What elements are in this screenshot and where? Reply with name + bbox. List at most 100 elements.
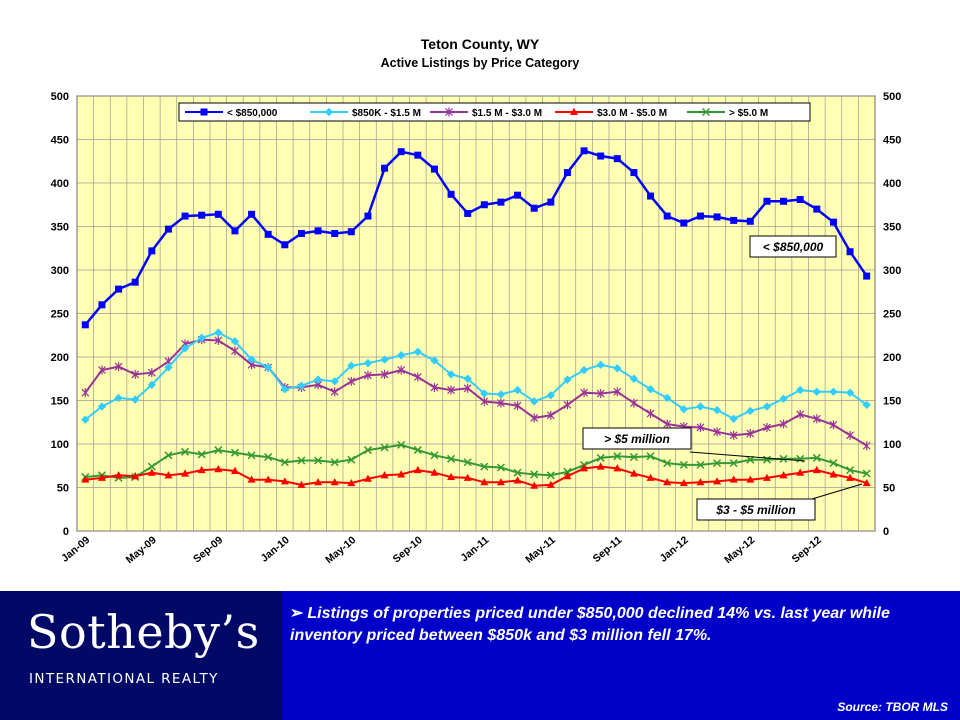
data-point — [779, 419, 788, 429]
data-point — [413, 465, 422, 474]
data-point — [231, 227, 239, 235]
data-point — [480, 462, 489, 471]
data-point — [214, 465, 223, 473]
data-point — [297, 456, 306, 465]
data-point — [430, 451, 439, 460]
data-point — [81, 415, 90, 424]
y-tick-label-right: 450 — [883, 135, 901, 147]
data-point — [480, 201, 488, 209]
y-tick-label-right: 250 — [883, 309, 901, 321]
data-point — [314, 478, 323, 486]
data-point — [795, 385, 805, 395]
data-point — [114, 393, 123, 403]
data-point — [380, 471, 389, 479]
data-point — [630, 169, 638, 177]
data-point — [696, 402, 705, 411]
data-point — [447, 385, 455, 395]
legend-item: $3.0 M - $5.0 M — [555, 107, 667, 119]
data-point — [712, 405, 722, 415]
data-point — [297, 381, 306, 390]
data-point — [430, 382, 439, 392]
data-point — [214, 328, 223, 337]
summary-note-text: Listings of properties priced under $850… — [290, 605, 890, 644]
y-tick-label-left: 450 — [51, 135, 69, 147]
listings-chart: Teton County, WY Active Listings by Pric… — [51, 36, 902, 566]
y-tick-label-left: 200 — [51, 352, 69, 364]
y-tick-label-left: 300 — [51, 265, 69, 277]
series-3 — [81, 462, 871, 489]
data-point — [563, 471, 572, 480]
x-tick-label: May-09 — [124, 534, 159, 566]
data-point — [646, 473, 655, 481]
data-point — [397, 440, 406, 449]
data-point — [530, 470, 539, 479]
annotation-arrow — [811, 483, 863, 500]
data-point — [663, 478, 672, 486]
data-point — [679, 405, 689, 414]
data-point — [164, 471, 173, 479]
data-point — [613, 155, 621, 163]
data-point — [829, 420, 838, 430]
data-point — [762, 455, 771, 464]
data-point — [280, 477, 289, 485]
data-point — [446, 370, 456, 379]
data-point — [530, 413, 539, 423]
data-point — [679, 478, 688, 487]
data-point — [230, 466, 239, 474]
data-point — [746, 429, 755, 439]
data-point — [779, 454, 788, 463]
data-point — [530, 481, 539, 489]
y-tick-label-right: 50 — [883, 483, 895, 495]
brand-name: Sotheby’s — [27, 605, 260, 659]
data-point — [580, 464, 589, 472]
y-tick-label-right: 350 — [883, 222, 901, 234]
y-tick-label-right: 0 — [883, 526, 889, 538]
data-point — [330, 377, 339, 386]
data-point — [81, 321, 89, 329]
x-tick-label: Jan-09 — [59, 534, 92, 565]
series-line — [84, 338, 868, 447]
y-tick-label-left: 250 — [51, 309, 69, 321]
data-point — [197, 450, 206, 459]
data-point — [98, 365, 106, 375]
data-point — [314, 227, 322, 235]
legend-item: $1.5 M - $3.0 M — [430, 107, 542, 119]
data-point — [629, 374, 639, 383]
data-point — [513, 401, 522, 411]
data-point — [197, 465, 206, 474]
data-point — [696, 422, 705, 432]
data-point — [862, 478, 871, 487]
data-point — [164, 363, 173, 372]
annotation-box — [696, 498, 816, 521]
data-point — [646, 384, 655, 394]
legend-item: > $5.0 M — [687, 107, 768, 119]
data-point — [181, 469, 190, 477]
legend-label: < $850,000 — [227, 108, 278, 119]
data-point — [280, 458, 289, 467]
data-point — [164, 451, 173, 460]
chart-subtitle: Active Listings by Price Category — [381, 56, 580, 70]
data-point — [198, 211, 206, 219]
data-point — [130, 395, 140, 404]
data-point — [480, 478, 489, 486]
data-point — [347, 478, 356, 487]
data-point — [546, 410, 555, 420]
data-point — [613, 452, 622, 461]
data-point — [396, 351, 406, 360]
data-point — [780, 197, 788, 205]
data-point — [380, 443, 389, 452]
data-point — [646, 452, 655, 461]
y-tick-label-left: 150 — [51, 396, 69, 408]
x-tick-label: May-12 — [722, 534, 757, 566]
data-point — [131, 471, 140, 480]
data-point — [463, 383, 472, 393]
data-point — [313, 375, 323, 384]
data-point — [763, 197, 771, 205]
data-point — [480, 396, 489, 406]
data-point — [430, 356, 439, 365]
legend: < $850,000 $850K - $1.5 M $1.5 M - $3.0 M $… — [178, 102, 811, 122]
brand-subtitle: INTERNATIONAL REALTY — [29, 671, 219, 687]
series-line — [85, 443, 867, 479]
data-point — [514, 191, 522, 199]
x-tick-label: Jan-12 — [658, 534, 691, 565]
